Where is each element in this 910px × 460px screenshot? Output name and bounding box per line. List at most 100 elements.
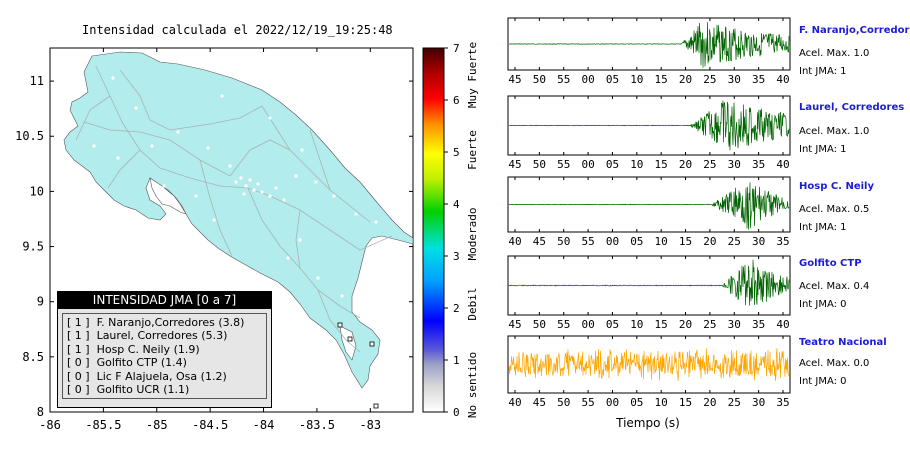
colorbar-label: Debil	[466, 287, 479, 320]
map-x-tick-label: -83	[359, 418, 381, 432]
waveform-tick-label: 40	[776, 158, 789, 171]
map-x-tick-label: -85	[146, 418, 168, 432]
legend-row: [ 0 ] Golfito UCR (1.1)	[67, 383, 190, 397]
waveform-tick-label: 25	[703, 318, 716, 331]
waveform-tick-label: 20	[679, 318, 692, 331]
waveform-tick-label: 25	[728, 396, 741, 409]
map-x-tick-label: -86	[39, 418, 61, 432]
map-x-tick-label: -84.5	[192, 418, 228, 432]
waveforms-xlabel: Tiempo (s)	[615, 416, 680, 430]
waveform-tick-label: 55	[581, 235, 594, 248]
colorbar-ticks: 0 1 2 3 4 5 6 7	[444, 42, 460, 419]
station-name: Hosp C. Neily	[799, 181, 874, 192]
station-acel-max: Acel. Max. 0.4	[799, 281, 870, 292]
waveform-tick-label: 50	[533, 158, 546, 171]
colorbar-tick-label: 0	[453, 406, 460, 419]
station-int-jma: Int JMA: 0	[799, 299, 847, 310]
waveform-tick-label: 30	[728, 158, 741, 171]
waveform-trace	[508, 348, 790, 381]
waveform-tick-label: 10	[630, 318, 643, 331]
waveform-tick-label: 45	[533, 396, 546, 409]
waveform-tick-label: 05	[606, 73, 619, 86]
station-dots	[92, 76, 378, 298]
waveform-tick-label: 25	[703, 158, 716, 171]
map-x-tick-label: -83.5	[299, 418, 335, 432]
station-name: F. Naranjo,Corredores	[799, 25, 910, 36]
waveform-tick-label: 30	[752, 396, 765, 409]
costa-rica-land	[63, 51, 413, 389]
colorbar-tick-label: 7	[453, 42, 460, 55]
waveform-tick-label: 20	[703, 235, 716, 248]
waveform-panel: 40 45 50 55 00 05 10 15 20 25 30 35	[507, 335, 791, 409]
waveform-tick-label: 35	[752, 158, 765, 171]
road-network	[75, 65, 393, 353]
colorbar-tick-label: 5	[453, 146, 460, 159]
map-y-tick-label: 9	[37, 295, 44, 309]
waveform-panels: 45 50 55 00 05 10 15 20 25 30 35 40 45 50 55 00 05 10 15 20…	[507, 17, 791, 409]
waveform-panel: 45 50 55 00 05 10 15 20 25 30 35 40	[507, 95, 791, 171]
waveform-trace	[509, 22, 790, 68]
colorbar-label: Muy Fuerte	[466, 42, 479, 108]
waveform-tick-label: 40	[776, 318, 789, 331]
map-y-tick-label: 8	[37, 405, 44, 419]
waveform-tick-label: 55	[557, 158, 570, 171]
map-y-tick-label: 11	[30, 74, 44, 88]
colorbar-label: Fuerte	[466, 130, 479, 170]
waveform-tick-label: 40	[508, 235, 521, 248]
waveform-tick-label: 55	[557, 73, 570, 86]
waveform-tick-label: 05	[630, 396, 643, 409]
waveform-tick-label: 20	[703, 396, 716, 409]
waveform-tick-label: 15	[655, 158, 668, 171]
station-name: Teatro Nacional	[799, 337, 887, 348]
station-int-jma: Int JMA: 1	[799, 66, 847, 77]
waveform-tick-label: 35	[776, 396, 789, 409]
waveform-panel: 45 50 55 00 05 10 15 20 25 30 35 40	[507, 255, 791, 331]
colorbar-labels: No sentido Debil Moderado Fuerte Muy Fuerte	[466, 42, 479, 418]
waveform-panel: 40 45 50 55 00 05 10 15 20 25 30 35	[507, 176, 791, 248]
waveform-tick-label: 25	[703, 73, 716, 86]
waveform-tick-label: 15	[679, 235, 692, 248]
station-int-jma: Int JMA: 1	[799, 144, 847, 155]
map-y-tick-label: 10.5	[15, 129, 44, 143]
map-y-axis: 11 10.5 10 9.5 9 8.5 8	[15, 74, 413, 419]
waveform-tick-label: 05	[606, 318, 619, 331]
waveform-trace	[508, 259, 790, 306]
map-x-axis: -86 -85.5 -85 -84.5 -84 -83.5 -83	[39, 48, 381, 432]
legend-row: [ 1 ] Hosp C. Neily (1.9)	[67, 342, 200, 356]
legend-list: [ 1 ] F. Naranjo,Corredores (3.8) [ 1 ] …	[62, 313, 267, 400]
waveform-tick-label: 10	[630, 158, 643, 171]
colorbar-tick-label: 6	[453, 94, 460, 107]
golfo-dulce-water	[339, 325, 357, 361]
colorbar-tick-label: 4	[453, 198, 460, 211]
legend-title: INTENSIDAD JMA [0 a 7]	[58, 292, 271, 309]
legend-row: [ 1 ] F. Naranjo,Corredores (3.8)	[67, 316, 245, 329]
waveform-tick-label: 10	[630, 73, 643, 86]
waveform-tick-label: 55	[581, 396, 594, 409]
waveform-tick-label: 20	[679, 158, 692, 171]
waveform-tick-label: 50	[533, 73, 546, 86]
waveform-tick-label: 45	[508, 318, 521, 331]
waveform-tick-label: 45	[508, 73, 521, 86]
waveform-tick-label: 35	[776, 235, 789, 248]
map-y-tick-label: 9.5	[22, 240, 44, 254]
station-acel-max: Acel. Max. 0.5	[799, 204, 870, 215]
waveform-tick-label: 35	[752, 318, 765, 331]
waveform-tick-label: 00	[581, 73, 594, 86]
legend-row: [ 0 ] Golfito CTP (1.4)	[67, 356, 187, 370]
intensity-legend: INTENSIDAD JMA [0 a 7] [ 1 ] F. Naranjo,…	[57, 291, 272, 408]
waveform-tick-label: 05	[630, 235, 643, 248]
waveform-tick-label: 30	[728, 318, 741, 331]
map-x-tick-label: -85.5	[85, 418, 121, 432]
waveform-trace	[508, 100, 790, 151]
waveform-tick-label: 40	[508, 396, 521, 409]
station-name: Laurel, Corredores	[799, 102, 905, 113]
colorbar-tick-label: 1	[453, 354, 460, 367]
waveform-panel: 45 50 55 00 05 10 15 20 25 30 35 40	[507, 17, 791, 86]
legend-row: [ 0 ] Lic F Alajuela, Osa (1.2)	[67, 369, 227, 383]
waveform-tick-label: 30	[728, 73, 741, 86]
station-int-jma: Int JMA: 1	[799, 222, 847, 233]
waveform-tick-label: 45	[508, 158, 521, 171]
highlight-stations	[337, 322, 379, 409]
colorbar	[422, 47, 445, 413]
waveform-trace	[508, 182, 790, 230]
